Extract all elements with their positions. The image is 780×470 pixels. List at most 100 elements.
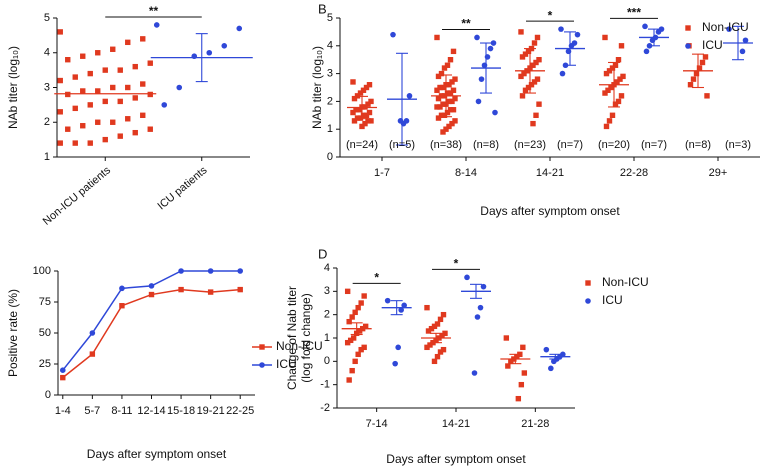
data-point xyxy=(352,358,358,365)
data-point xyxy=(424,344,430,351)
y-tick-label: 0 xyxy=(45,389,51,401)
data-point xyxy=(353,107,359,113)
data-point xyxy=(148,283,155,289)
data-point xyxy=(520,344,526,351)
data-point xyxy=(350,79,356,85)
data-point xyxy=(147,126,153,132)
n-label: (n=7) xyxy=(557,139,583,151)
data-point xyxy=(434,87,440,93)
data-point xyxy=(533,59,539,66)
y-tick-label: 1 xyxy=(44,151,50,163)
legend-marker xyxy=(685,43,691,49)
data-point xyxy=(206,49,213,56)
legend-marker xyxy=(585,298,591,304)
data-point xyxy=(608,84,614,91)
data-point xyxy=(72,140,78,146)
y-tick-label: 1 xyxy=(327,123,333,135)
data-point xyxy=(440,311,447,318)
x-axis-title: Days after symptom onset xyxy=(386,452,526,466)
data-point xyxy=(693,70,700,77)
y-tick-label: 1 xyxy=(324,332,330,344)
x-tick-label: 22-25 xyxy=(226,405,254,417)
data-point xyxy=(492,109,498,116)
legend-label: ICU xyxy=(602,293,623,307)
data-point xyxy=(442,330,448,337)
data-point xyxy=(65,91,71,98)
y-tick-label: 2 xyxy=(324,309,330,321)
data-point xyxy=(435,95,442,102)
data-point xyxy=(438,112,445,118)
data-point xyxy=(444,62,451,68)
data-point xyxy=(390,31,396,38)
data-point xyxy=(110,84,116,91)
data-point xyxy=(440,84,446,91)
data-point xyxy=(87,70,93,77)
data-point xyxy=(140,36,146,42)
legend-label: Non-ICU xyxy=(276,339,323,353)
data-point xyxy=(434,321,441,327)
data-point xyxy=(207,268,214,274)
data-point xyxy=(533,112,539,118)
data-point xyxy=(548,365,554,372)
panel-label: B xyxy=(318,1,327,16)
data-point xyxy=(441,112,448,118)
y-tick-label: 2 xyxy=(44,116,50,128)
data-point xyxy=(361,344,367,351)
panel-label: D xyxy=(318,246,327,261)
data-point xyxy=(148,291,155,298)
data-point xyxy=(449,79,455,85)
data-point xyxy=(437,104,443,110)
data-point xyxy=(450,48,457,55)
n-label: (n=20) xyxy=(598,139,630,151)
data-point xyxy=(361,293,367,299)
data-point xyxy=(349,367,355,374)
x-tick-label: 12-14 xyxy=(137,405,165,417)
data-point xyxy=(398,307,404,313)
data-point xyxy=(464,274,470,281)
legend-label: Non-ICU xyxy=(602,275,649,289)
x-tick-label: 8-14 xyxy=(455,167,477,179)
data-point xyxy=(615,57,622,63)
data-point xyxy=(521,70,527,77)
x-tick-label: ICU patients xyxy=(155,164,209,212)
data-point xyxy=(350,109,356,116)
legend-marker xyxy=(585,280,591,286)
data-point xyxy=(704,93,710,99)
data-point xyxy=(236,25,243,32)
data-point xyxy=(352,309,358,316)
data-point xyxy=(368,118,374,124)
data-point xyxy=(363,112,370,118)
x-axis-title: Days after symptom onset xyxy=(480,204,620,218)
data-point xyxy=(609,65,616,71)
y-tick-label: 0 xyxy=(324,355,330,367)
data-point xyxy=(221,43,228,49)
data-point xyxy=(350,335,357,341)
data-point xyxy=(518,381,525,388)
data-point xyxy=(525,84,532,91)
x-tick-label: 1-4 xyxy=(55,405,71,417)
data-point xyxy=(690,76,697,82)
legend-label: Non-ICU xyxy=(702,20,749,34)
y-tick-label: -2 xyxy=(320,402,330,414)
n-label: (n=23) xyxy=(514,139,546,151)
data-point xyxy=(612,62,619,68)
data-point xyxy=(440,101,446,107)
data-point xyxy=(521,370,528,376)
data-point xyxy=(87,102,93,108)
significance-label: * xyxy=(454,257,459,271)
data-point xyxy=(80,88,86,94)
data-point xyxy=(617,76,623,82)
data-point xyxy=(487,45,494,52)
data-point xyxy=(534,34,541,41)
data-point xyxy=(443,126,449,132)
data-point xyxy=(515,395,522,402)
data-point xyxy=(435,73,442,80)
data-point xyxy=(471,370,478,376)
data-point xyxy=(449,98,455,105)
y-tick-label: 5 xyxy=(44,12,50,24)
legend-marker xyxy=(685,25,691,31)
data-point xyxy=(357,90,364,96)
data-point xyxy=(605,87,611,93)
data-point xyxy=(620,73,626,80)
